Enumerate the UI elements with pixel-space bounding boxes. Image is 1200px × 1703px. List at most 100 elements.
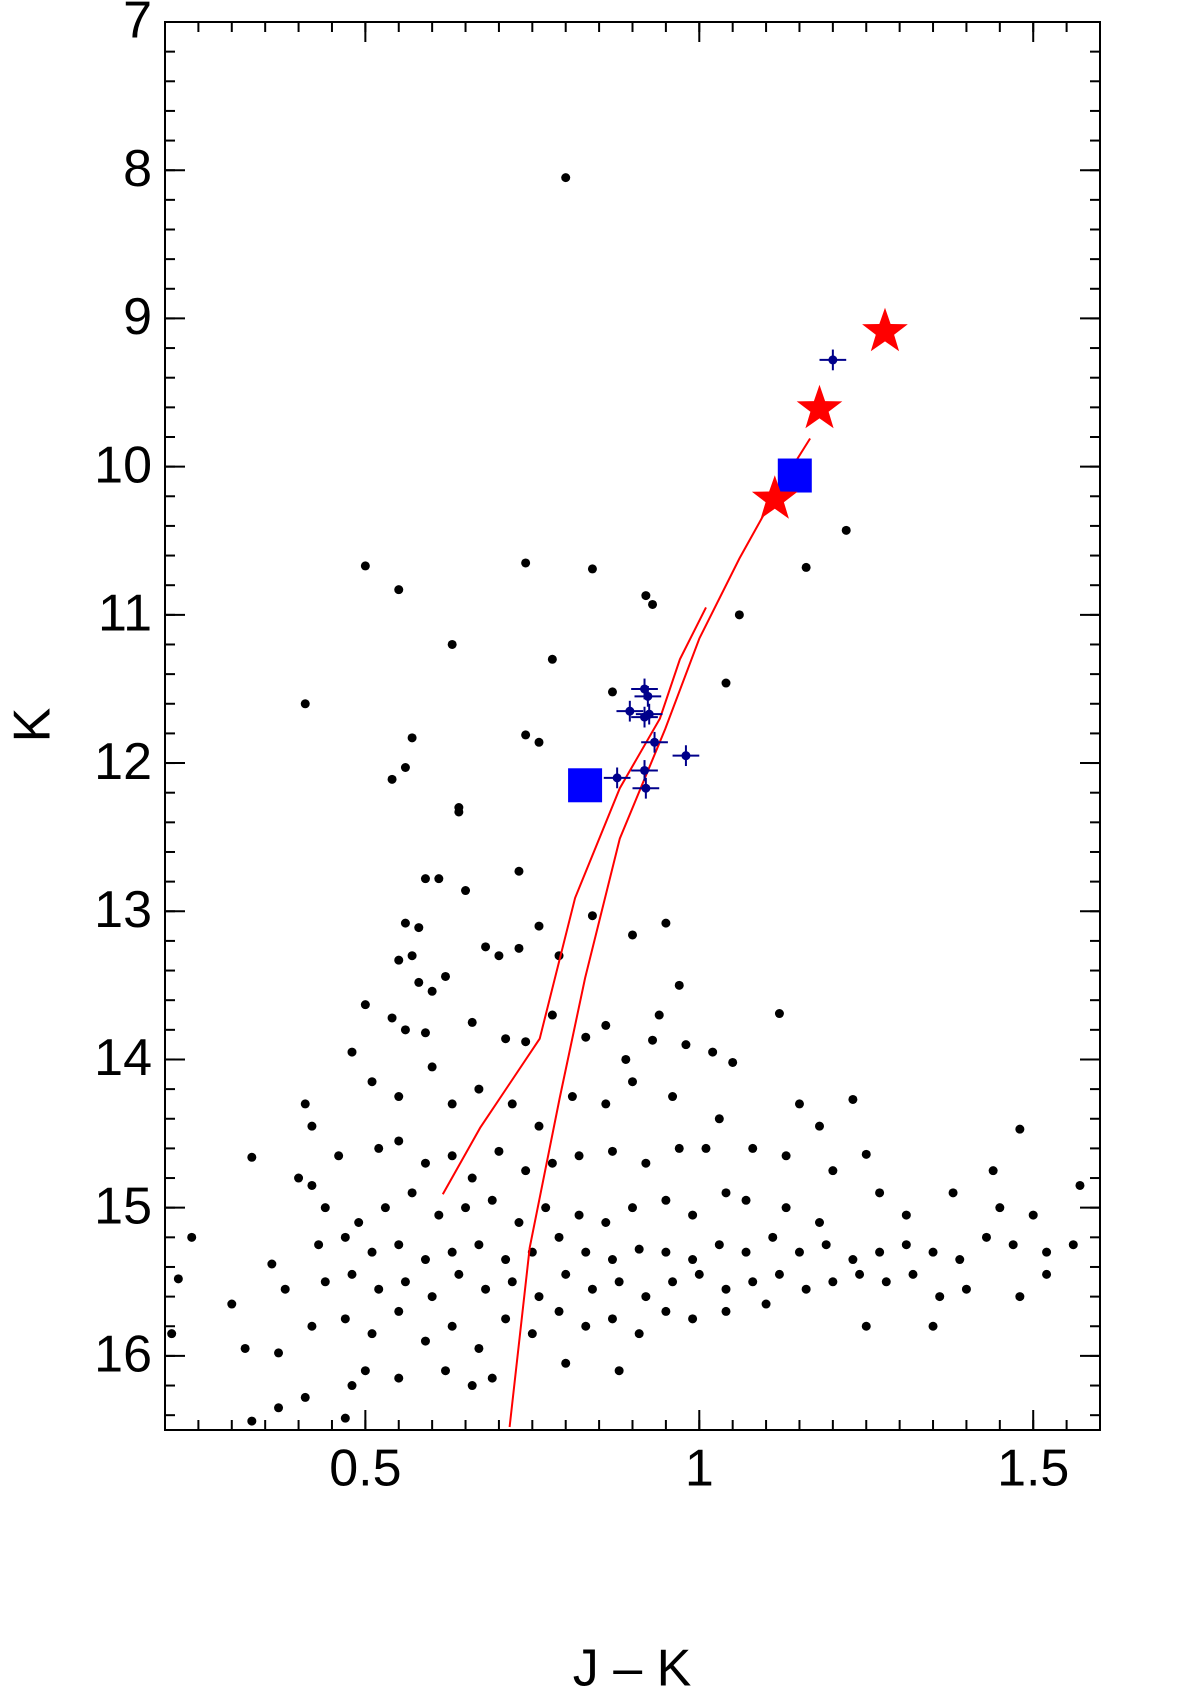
data-point [741,1195,751,1205]
data-point [574,1210,584,1220]
data-point [641,783,651,793]
data-point [300,1392,310,1402]
data-point [521,558,531,568]
data-point [367,1247,377,1257]
data-point [694,1269,704,1279]
data-point [828,1166,838,1176]
data-point [654,1010,664,1020]
data-point [1028,1210,1038,1220]
data-point [781,1151,791,1161]
data-point [307,1121,317,1131]
data-point [628,930,637,940]
data-point [828,1277,838,1287]
data-point [380,1203,390,1213]
data-point [621,1054,631,1064]
data-point [521,1166,531,1176]
data-point [628,1203,637,1213]
data-point [521,730,531,740]
data-point [394,1373,404,1383]
data-point [628,1077,637,1087]
data-point [801,562,811,572]
data-point [467,1381,477,1391]
data-point [394,1136,404,1146]
data-point [481,942,491,952]
data-point [494,1146,504,1156]
data-point [507,1277,517,1287]
data-point [674,980,684,990]
data-point [554,1232,564,1242]
data-point [501,1314,511,1324]
data-point [688,1210,698,1220]
data-point [861,1149,871,1159]
y-tick-label: 14 [94,1029,152,1087]
data-point [481,1284,491,1294]
data-point [320,1277,330,1287]
data-point [394,955,404,965]
data-point [400,918,410,928]
data-point [634,1329,644,1339]
data-point [1008,1240,1018,1250]
x-tick-label: 1.5 [997,1440,1069,1498]
data-point [748,1143,758,1153]
data-point [561,173,571,183]
data-point [1015,1124,1025,1134]
data-point [427,986,437,996]
data-point [643,691,653,701]
data-point [387,1013,397,1023]
data-point [701,1143,711,1153]
data-point [1042,1269,1052,1279]
data-point [855,1269,865,1279]
data-point [414,977,424,987]
data-point [688,1255,698,1265]
data-point [514,1218,524,1228]
data-point [407,1188,417,1198]
data-point [534,737,544,747]
data-point [581,1321,591,1331]
data-point [1068,1240,1078,1250]
data-point [601,1099,611,1109]
data-point [427,1292,437,1302]
data-point [587,564,597,574]
data-point [650,737,660,747]
data-point [644,709,654,719]
data-point [641,1292,651,1302]
data-point [487,1373,497,1383]
data-point [607,1255,617,1265]
isochrone-line [441,606,707,1195]
data-point [640,684,650,694]
data-point [274,1348,284,1358]
y-tick-label: 16 [94,1326,152,1384]
data-point [668,1277,678,1287]
data-point [748,1277,758,1287]
data-point [774,1269,784,1279]
plot-frame [164,21,1101,1431]
data-point [714,1114,724,1124]
data-point [601,1020,611,1030]
data-point [901,1210,911,1220]
data-point [681,1040,691,1050]
data-point [467,1173,477,1183]
data-point [247,1416,257,1426]
data-point [347,1269,357,1279]
data-point [494,951,504,961]
data-point [721,678,731,688]
data-point [414,923,424,933]
data-point [554,1306,564,1316]
data-point [521,1037,531,1047]
data-point [394,585,404,595]
y-tick-label: 10 [94,436,152,494]
data-point [794,1247,804,1257]
data-point [567,1092,577,1102]
data-point [420,874,430,884]
data-point [674,1143,684,1153]
data-point [394,1092,404,1102]
data-point [347,1381,357,1391]
data-point [274,1403,284,1413]
data-point [407,951,417,961]
data-point [774,1009,784,1019]
data-point [447,1099,457,1109]
data-point [487,1195,497,1205]
data-point [815,1121,824,1131]
data-point [360,1366,370,1376]
data-point [400,1025,410,1035]
